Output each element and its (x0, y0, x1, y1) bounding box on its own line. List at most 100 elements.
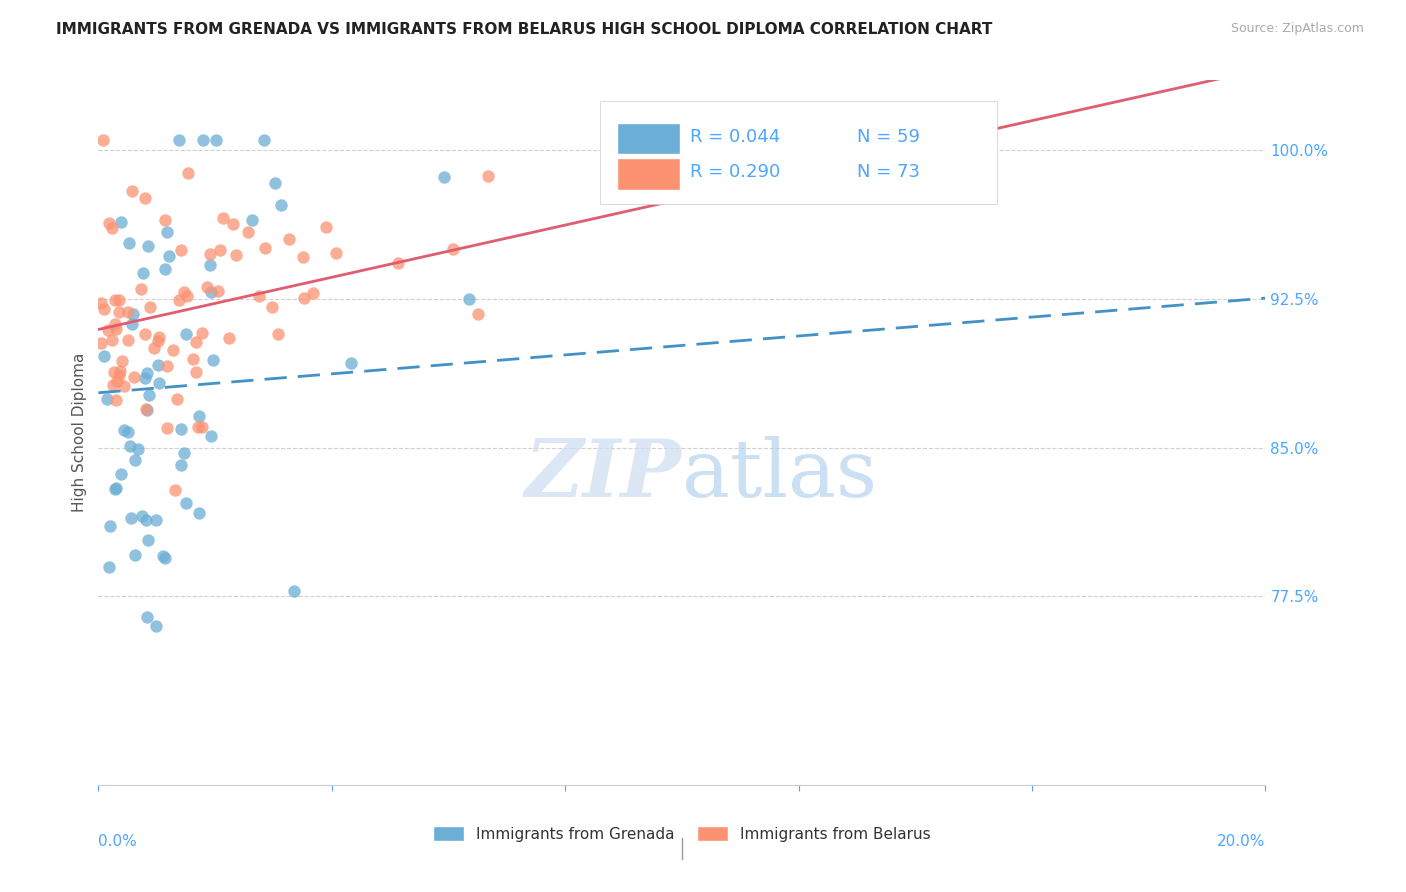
Point (458, 292, 481, 306)
Point (98, 560, 121, 574)
Point (291, 250, 314, 264)
Point (166, 392, 188, 406)
Point (325, 245, 347, 260)
Point (138, 300, 160, 314)
Text: N = 73: N = 73 (858, 163, 920, 181)
Point (283, 584, 305, 599)
Point (191, 420, 214, 434)
Point (254, 241, 277, 255)
Point (136, 239, 159, 253)
Point (112, 379, 135, 393)
Point (176, 326, 198, 341)
Point (124, 548, 146, 562)
Point (117, 304, 139, 318)
Point (253, 133, 276, 147)
Point (207, 284, 229, 298)
Point (127, 442, 149, 457)
Point (169, 133, 191, 147)
Point (167, 293, 190, 308)
Point (132, 266, 155, 280)
Point (169, 244, 191, 258)
Point (135, 366, 157, 380)
Point (187, 506, 209, 520)
Point (104, 318, 127, 332)
Point (121, 317, 143, 331)
Point (108, 364, 131, 378)
Point (90, 295, 112, 310)
Point (100, 333, 122, 347)
Point (104, 393, 127, 408)
Point (105, 374, 128, 388)
Point (135, 402, 157, 417)
Point (156, 359, 179, 374)
Point (184, 335, 207, 350)
Point (187, 419, 209, 434)
Point (129, 282, 152, 296)
Point (188, 409, 211, 424)
Point (184, 365, 207, 379)
Point (467, 307, 489, 321)
Point (103, 365, 125, 379)
Text: R = 0.044: R = 0.044 (690, 128, 780, 145)
Point (236, 225, 259, 239)
Point (198, 258, 221, 272)
Point (135, 513, 157, 527)
Point (120, 439, 142, 453)
Point (146, 358, 169, 372)
Point (201, 353, 224, 368)
Point (200, 429, 222, 443)
Point (441, 243, 464, 257)
Point (278, 232, 301, 246)
Point (136, 610, 159, 624)
Point (156, 225, 179, 239)
Point (98, 519, 121, 533)
Point (121, 184, 143, 198)
Point (292, 292, 315, 306)
Point (260, 300, 283, 314)
Point (240, 212, 263, 227)
Point (340, 355, 363, 369)
Point (270, 198, 292, 212)
Point (136, 533, 159, 548)
Point (118, 236, 141, 251)
Point (108, 368, 131, 383)
Text: N = 59: N = 59 (858, 128, 920, 145)
Point (145, 513, 167, 527)
Text: ZIP: ZIP (524, 436, 682, 514)
Point (134, 327, 156, 342)
Text: IMMIGRANTS FROM GRENADA VS IMMIGRANTS FROM BELARUS HIGH SCHOOL DIPLOMA CORRELATI: IMMIGRANTS FROM GRENADA VS IMMIGRANTS FR… (56, 22, 993, 37)
Point (120, 510, 142, 524)
Point (93, 349, 115, 363)
Point (121, 307, 143, 321)
Point (225, 248, 247, 262)
Point (112, 423, 135, 437)
Point (477, 169, 499, 183)
Point (142, 341, 165, 355)
Point (163, 483, 186, 498)
Point (148, 376, 170, 391)
Point (124, 453, 146, 467)
Point (387, 256, 409, 270)
Point (104, 322, 127, 336)
Point (177, 166, 200, 180)
Text: atlas: atlas (682, 436, 877, 514)
Point (104, 293, 127, 307)
Point (170, 458, 193, 473)
Point (153, 261, 176, 276)
Point (301, 286, 323, 301)
FancyBboxPatch shape (617, 159, 679, 189)
Point (122, 370, 145, 384)
Point (162, 343, 184, 357)
Point (101, 378, 124, 392)
Point (263, 176, 285, 190)
Point (108, 293, 131, 307)
Legend: Immigrants from Grenada, Immigrants from Belarus: Immigrants from Grenada, Immigrants from… (427, 820, 936, 847)
Point (148, 334, 170, 348)
Point (108, 304, 131, 318)
Point (153, 550, 176, 565)
Point (93, 301, 115, 316)
Point (131, 508, 153, 523)
Point (315, 220, 337, 235)
Point (90, 335, 112, 350)
Point (145, 618, 167, 632)
